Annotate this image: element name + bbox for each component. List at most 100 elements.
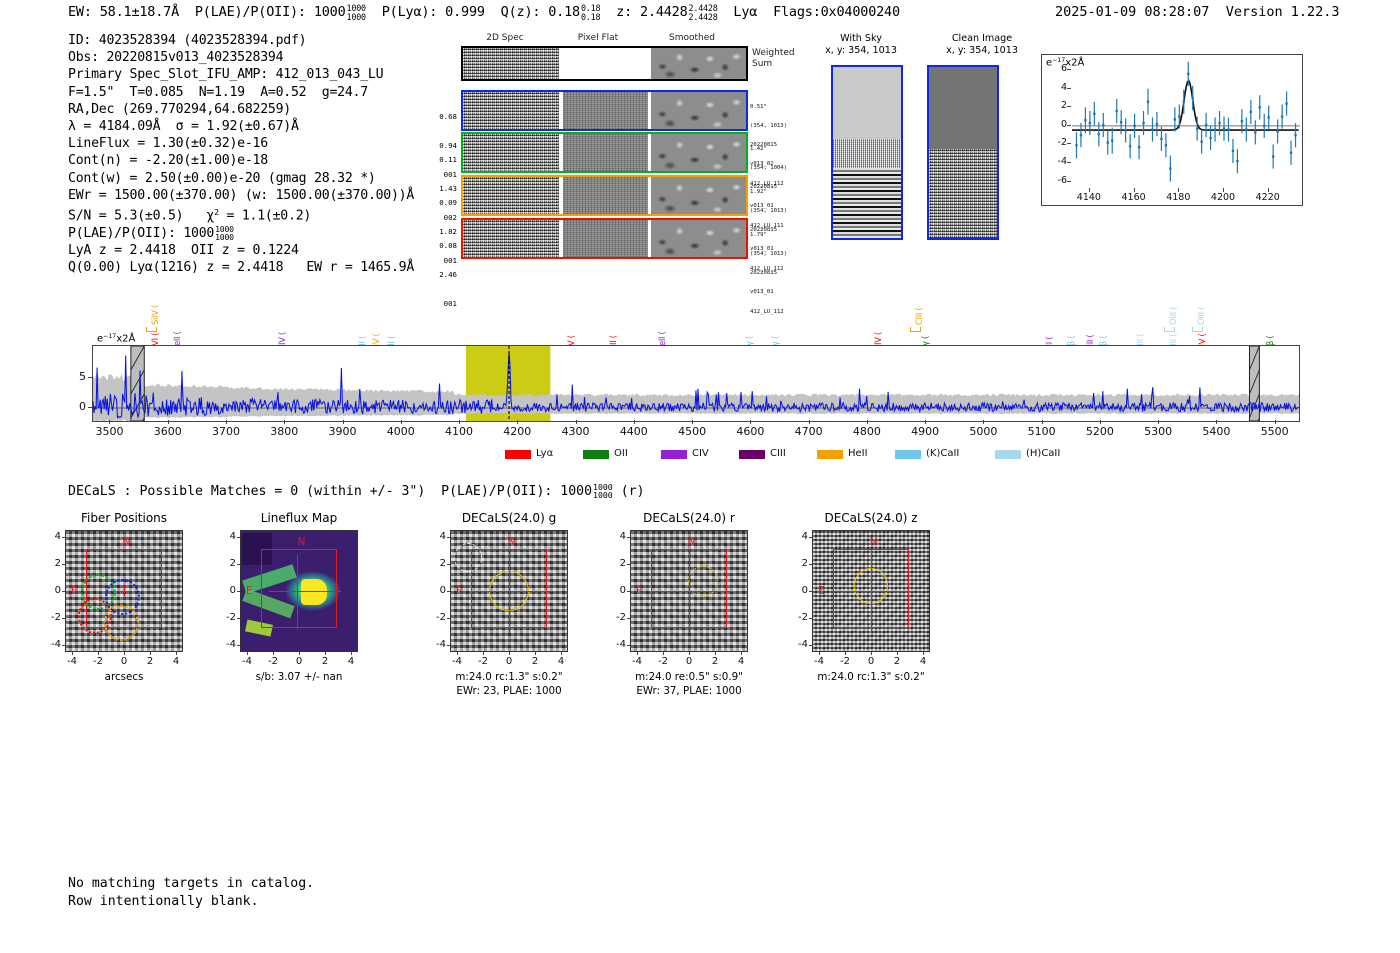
ew-value: 58.1±18.7Å (99, 4, 180, 21)
fiber-circle-3 (104, 605, 140, 642)
legend-label: (K)CaII (926, 448, 960, 459)
spectrum-ytick: 0 (79, 400, 86, 413)
thumb-ytick: -4 (226, 639, 236, 650)
spectrum-xtick: 5300 (1144, 425, 1173, 438)
compass-east: E (456, 584, 463, 597)
thumb-xtick: 2 (893, 656, 901, 667)
spectrum-xtick: 3600 (153, 425, 182, 438)
thumb-xtick: -4 (814, 656, 824, 667)
fiber-side-labels-4: 1.79" (354, 1013) 20220815 v013_01 412_L… (750, 231, 788, 315)
thumb-ytick: -2 (226, 612, 236, 623)
legend-swatch (739, 450, 765, 459)
info-line-contw: Cont(w) = 2.50(±0.00)e-20 (gmag 28.32 *) (68, 170, 376, 186)
spectrum-xtick: 3800 (270, 425, 299, 438)
with-sky-title: With Sky (840, 33, 882, 44)
info-line-plae: P(LAE)/P(OII): 1000 1000 1000 (68, 223, 234, 243)
lp-xtick: 4220 (1255, 192, 1280, 203)
thumb-xtick: 2 (531, 656, 539, 667)
legend-label: OII (614, 448, 628, 459)
source-info-block: ID: 4023528394 (4023528394.pdf) Obs: 202… (68, 32, 414, 276)
thumb-ytick: 2 (439, 558, 446, 569)
aperture-circle (853, 568, 889, 605)
spectrum-xtick: 3900 (328, 425, 357, 438)
thumb-xtick: 2 (711, 656, 719, 667)
thumb-ytick: -4 (436, 639, 446, 650)
lp-ytick: 4 (1060, 81, 1067, 93)
thumb-xtick: -2 (840, 656, 850, 667)
emission-line-label: CIII ( (914, 307, 924, 325)
thumb-ytick: 0 (619, 585, 626, 596)
thumb-xtick: 0 (505, 656, 513, 667)
neighbor-circle (454, 543, 483, 572)
legend-label: (H)CaII (1026, 448, 1061, 459)
thumb-caption-1: m:24.0 rc:1.3" s:0.2" (817, 671, 925, 683)
thumb-xtick: 0 (295, 656, 303, 667)
line-name: Lyα (733, 4, 758, 21)
spectrum-xtick: 4000 (386, 425, 415, 438)
thumb-ytick: -4 (798, 639, 808, 650)
decals-plae-fraction: 1000 1000 (593, 482, 613, 501)
fiber-left-labels-2: 0.11 1.43 002 (439, 155, 457, 222)
fiber-side-labels-3: 1.92" (354, 1013) 20220815 v013_01 412_L… (750, 188, 788, 272)
thumb-xtick: -4 (452, 656, 462, 667)
lp-xtick: 4180 (1166, 192, 1191, 203)
thumb-xtick: -2 (658, 656, 668, 667)
thumb-ytick: -4 (616, 639, 626, 650)
info-line-slot: Primary Spec_Slot_IFU_AMP: 412_013_043_L… (68, 67, 384, 83)
decals-header: DECaLS : Possible Matches = 0 (within +/… (68, 483, 645, 500)
lp-ytick: 0 (1060, 118, 1067, 130)
spectrum-xtick: 4500 (678, 425, 707, 438)
with-sky-image (831, 65, 903, 240)
thumb-ytick: 4 (619, 531, 626, 542)
thumb-xtick: -2 (478, 656, 488, 667)
thumb-xtick: -4 (632, 656, 642, 667)
fiber-strip-2 (461, 132, 748, 173)
thumb-ytick: 2 (229, 558, 236, 569)
z-label: z: (616, 4, 633, 21)
full-spectrum-plot: e−17x2Å (92, 333, 1300, 422)
info-line-lineflux: LineFlux = 1.30(±0.32)e-16 (68, 136, 268, 152)
info-line-contn: Cont(n) = -2.20(±1.00)e-18 (68, 153, 268, 169)
info-line-obs: Obs: 20220815v013_4023528394 (68, 50, 284, 66)
lp-ytick: -2 (1057, 137, 1067, 149)
emission-line-bracket (1164, 327, 1175, 332)
col-header-pixelflat: Pixel Flat (577, 33, 619, 43)
thumb-ytick: 0 (801, 585, 808, 596)
fiber-left-labels-4: 0.08 2.46 001 (439, 241, 457, 308)
info-line-radec: RA,Dec (269.770294,64.682259) (68, 101, 291, 117)
footer-line-2: Row intentionally blank. (68, 893, 259, 909)
spectrum-xtick: 4100 (445, 425, 474, 438)
thumb-ytick: -2 (436, 612, 446, 623)
thumb-xtick: -4 (242, 656, 252, 667)
compass-east: E (246, 584, 253, 597)
info-line-params: F=1.5" T=0.085 N=1.19 A=0.52 g=24.7 (68, 84, 368, 100)
aperture-circle (489, 570, 529, 612)
thumb-ytick: 4 (54, 531, 61, 542)
spectrum-xtick: 4700 (794, 425, 823, 438)
thumb-xtick: -2 (93, 656, 103, 667)
with-sky-coords: x, y: 354, 1013 (825, 45, 897, 56)
decals-header-text: DECaLS : Possible Matches = 0 (within +/… (68, 483, 426, 499)
decals-plae-suffix: (r) (620, 483, 645, 499)
compass-east: E (71, 584, 78, 597)
clean-image (927, 65, 999, 240)
thumb-ytick: 4 (229, 531, 236, 542)
thumbnail-title: DECaLS(24.0) g (461, 511, 557, 525)
spectrum-xtick: 4900 (911, 425, 940, 438)
thumb-caption-1: m:24.0 re:0.5" s:0.9" (635, 671, 743, 683)
plya-value: 0.999 (445, 4, 485, 21)
spectrum-ytick: 5 (79, 370, 86, 384)
spectrum-xtick: 4200 (503, 425, 532, 438)
aperture-circle (687, 565, 718, 597)
fiber-strip-1 (461, 90, 748, 131)
sn-text: S/N = 5.3(±0.5) (68, 208, 184, 224)
spectrum-xtick: 4400 (619, 425, 648, 438)
weighted-sum-label-2: Sum (752, 59, 773, 69)
emission-line-label: OIII ( (1168, 306, 1178, 325)
thumb-xtick: -2 (268, 656, 278, 667)
